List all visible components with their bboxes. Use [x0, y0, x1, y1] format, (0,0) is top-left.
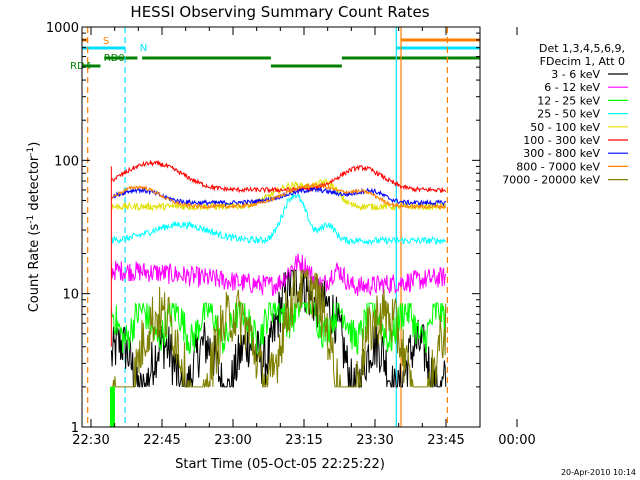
y-tick-label-0: 1 — [71, 421, 79, 436]
legend: Det 1,3,4,5,6,9,FDecim 1, Att 03 - 6 keV… — [502, 42, 628, 187]
flag-label-0: S — [103, 36, 109, 47]
legend-label-2: 12 - 25 keV — [537, 94, 600, 107]
initial-green-block — [109, 386, 115, 427]
x-tick-label-5: 23:45 — [427, 433, 464, 448]
legend-header-0: Det 1,3,4,5,6,9, — [539, 42, 625, 55]
flag-label-2: RD0 — [104, 53, 125, 64]
series-line-8 — [111, 269, 447, 389]
x-tick-label-4: 23:30 — [356, 433, 393, 448]
x-tick-label-0: 22:30 — [72, 433, 109, 448]
y-tick-label-2: 100 — [54, 154, 79, 169]
chart-title: HESSI Observing Summary Count Rates — [130, 3, 429, 21]
y-tick-label-3: 1000 — [46, 21, 79, 36]
x-tick-label-3: 23:15 — [285, 433, 322, 448]
series-line-0 — [110, 269, 447, 388]
timestamp: 20-Apr-2010 10:14 — [561, 468, 636, 477]
legend-label-4: 50 - 100 keV — [530, 121, 600, 134]
flag-label-3: RD4 — [70, 61, 91, 72]
x-tick-label-2: 23:00 — [214, 433, 251, 448]
series-line-1 — [110, 253, 447, 297]
x-axis-label: Start Time (05-Oct-05 22:25:22) — [175, 457, 385, 472]
legend-header-1: FDecim 1, Att 0 — [540, 55, 625, 68]
y-axis-label: Count Rate (s-1 detector-1) — [26, 142, 42, 313]
x-axis: 22:30 22:45 23:00 23:15 23:30 23:45 00:00 — [72, 27, 536, 448]
legend-label-5: 100 - 300 keV — [523, 134, 600, 147]
legend-label-6: 300 - 800 keV — [523, 147, 600, 160]
y-axis: 1 10 100 1000 — [46, 21, 480, 436]
plot-frame — [81, 26, 481, 428]
series-line-5 — [110, 159, 447, 194]
x-tick-label-1: 22:45 — [143, 433, 180, 448]
y-tick-label-1: 10 — [62, 288, 79, 303]
legend-label-3: 25 - 50 keV — [537, 108, 600, 121]
legend-label-1: 6 - 12 keV — [544, 81, 600, 94]
legend-label-8: 7000 - 20000 keV — [502, 174, 600, 187]
legend-label-0: 3 - 6 keV — [551, 68, 600, 81]
x-tick-label-6: 00:00 — [498, 433, 535, 448]
series-layer — [109, 159, 447, 427]
legend-label-7: 800 - 7000 keV — [516, 160, 600, 173]
flag-label-1: N — [140, 43, 147, 54]
series-line-7 — [110, 182, 447, 211]
series-line-3 — [110, 193, 447, 246]
